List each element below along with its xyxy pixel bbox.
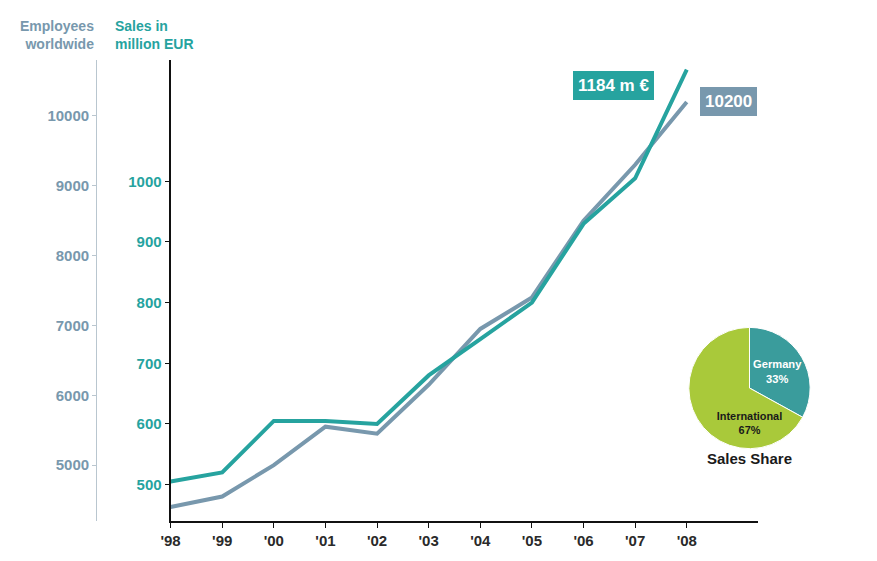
svg-text:'08: '08	[677, 532, 697, 549]
svg-text:'05: '05	[522, 532, 542, 549]
svg-text:6000: 6000	[56, 387, 89, 404]
svg-text:'04: '04	[470, 532, 491, 549]
svg-text:'99: '99	[212, 532, 232, 549]
svg-text:'06: '06	[573, 532, 593, 549]
svg-text:'01: '01	[315, 532, 335, 549]
svg-text:Sales Share: Sales Share	[707, 450, 792, 467]
svg-text:800: 800	[137, 294, 162, 311]
svg-text:'07: '07	[625, 532, 645, 549]
svg-text:Employeesworldwide: Employeesworldwide	[20, 18, 94, 52]
svg-text:International67%: International67%	[717, 410, 782, 436]
svg-text:Sales inmillion EUR: Sales inmillion EUR	[115, 18, 194, 52]
svg-text:9000: 9000	[56, 177, 89, 194]
svg-text:8000: 8000	[56, 247, 89, 264]
svg-text:5000: 5000	[56, 456, 89, 473]
svg-text:500: 500	[137, 476, 162, 493]
svg-text:Germany33%: Germany33%	[753, 358, 802, 384]
svg-text:'98: '98	[160, 532, 180, 549]
svg-text:600: 600	[137, 415, 162, 432]
svg-text:10000: 10000	[47, 107, 89, 124]
svg-text:700: 700	[137, 355, 162, 372]
svg-text:'03: '03	[419, 532, 439, 549]
svg-text:'00: '00	[264, 532, 284, 549]
svg-text:'02: '02	[367, 532, 387, 549]
svg-text:1000: 1000	[128, 173, 161, 190]
svg-text:1184 m €: 1184 m €	[578, 76, 649, 95]
svg-text:10200: 10200	[705, 92, 752, 111]
svg-text:7000: 7000	[56, 317, 89, 334]
svg-text:900: 900	[137, 233, 162, 250]
